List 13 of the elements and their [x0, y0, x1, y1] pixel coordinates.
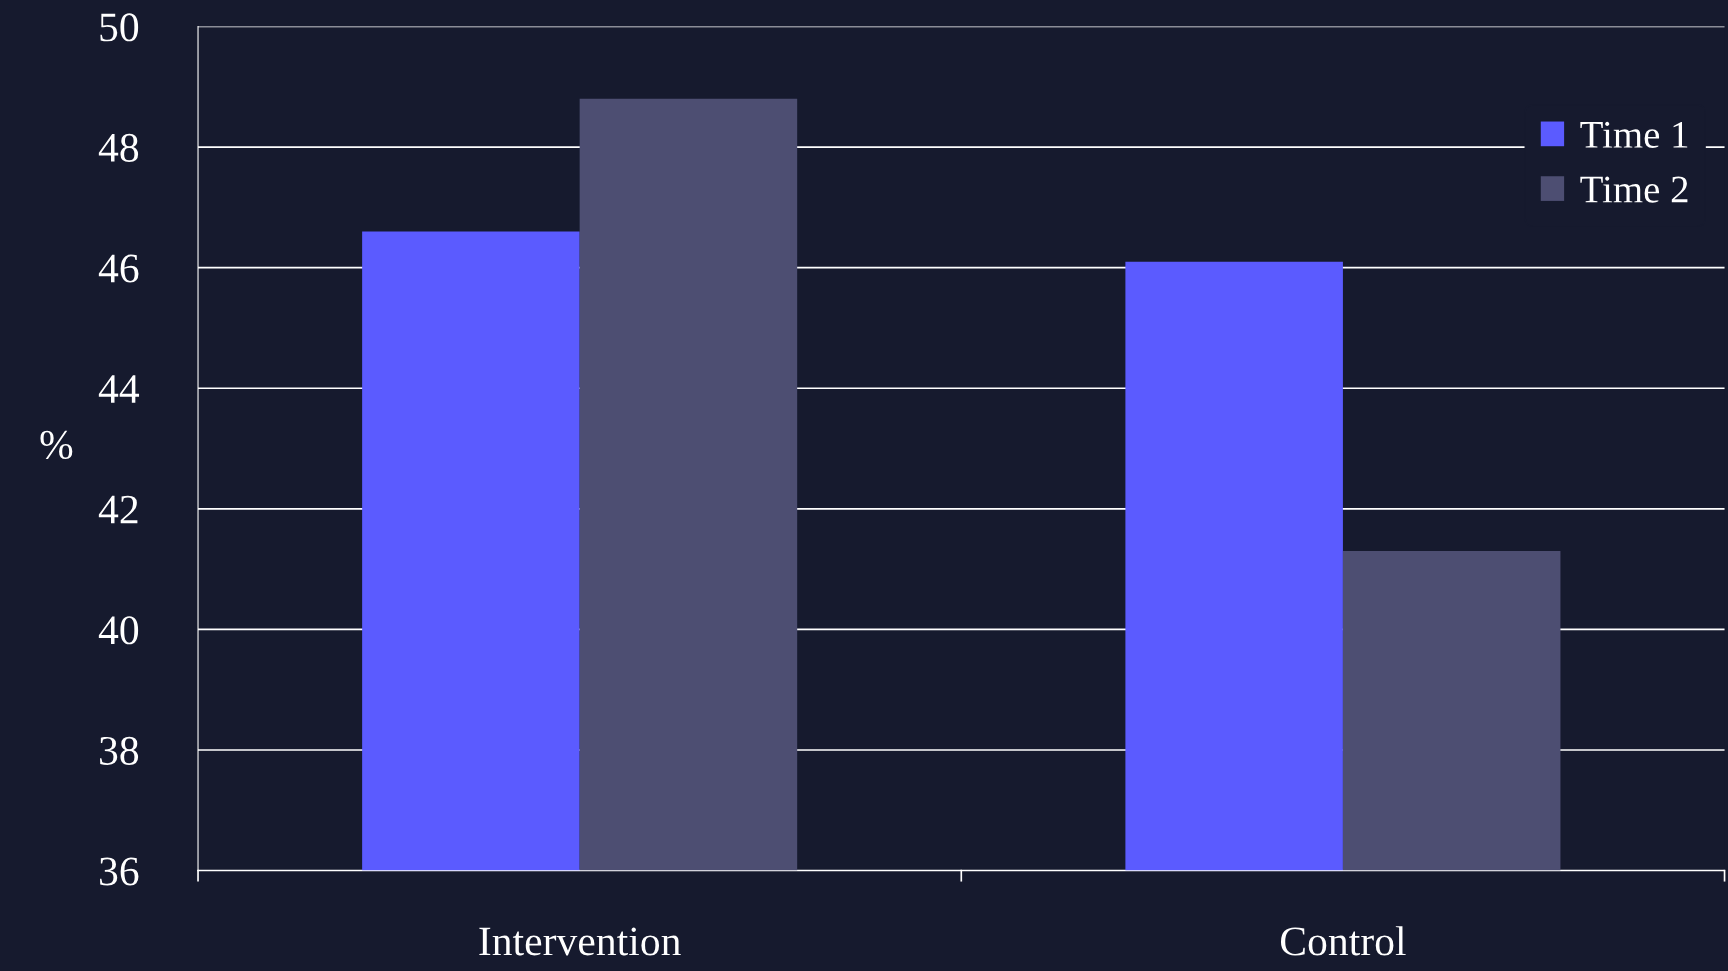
- y-tick-label: 44: [98, 375, 140, 403]
- x-tick-label: Control: [1280, 926, 1406, 956]
- x-tick-label: Intervention: [479, 927, 681, 956]
- legend-label: Time 2: [1580, 176, 1688, 203]
- legend-label: Time 1: [1580, 121, 1688, 148]
- y-tick-label: 36: [100, 857, 139, 886]
- y-axis-title: %: [40, 430, 73, 460]
- y-tick-label: 48: [98, 133, 139, 162]
- y-tick-label: 38: [100, 736, 139, 765]
- y-tick-label: 40: [98, 616, 139, 645]
- y-tick-label: 46: [98, 254, 139, 283]
- y-tick-label: 50: [100, 13, 139, 42]
- y-tick-label: 42: [98, 495, 138, 524]
